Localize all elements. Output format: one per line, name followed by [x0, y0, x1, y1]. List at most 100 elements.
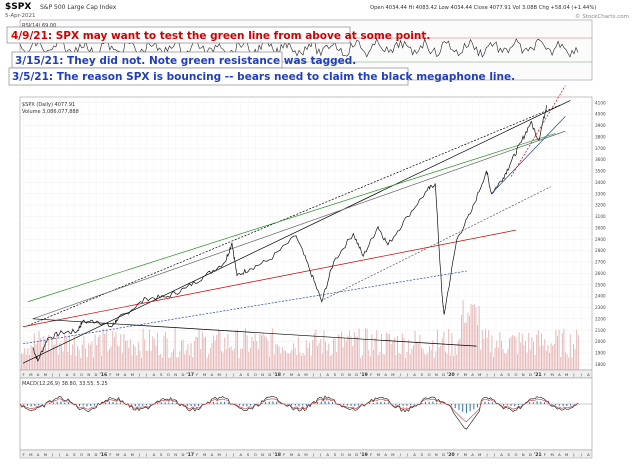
volume-bar	[496, 340, 498, 370]
price-y-tick-label: 1800	[595, 362, 606, 367]
volume-bar	[305, 340, 307, 370]
x-axis-bottom-month-label: M	[551, 452, 554, 457]
volume-bar	[345, 340, 347, 370]
x-axis-bottom-month-label: F	[23, 452, 25, 457]
x-axis-month-label: J	[232, 372, 234, 377]
trendlines	[22, 85, 571, 364]
volume-bar	[21, 353, 22, 370]
x-axis-month-label: '17	[186, 372, 194, 378]
x-axis-bottom-month-label: S	[160, 452, 163, 457]
volume-bar	[438, 347, 440, 370]
volume-bar	[261, 335, 262, 370]
volume-bar	[205, 336, 206, 370]
price-y-tick-label: 3000	[595, 225, 606, 230]
volume-bar	[158, 355, 160, 370]
volume-bar	[277, 344, 278, 370]
volume-bar	[51, 339, 53, 370]
volume-bar	[69, 336, 70, 370]
volume-bar	[246, 335, 248, 370]
volume-bar	[99, 335, 101, 370]
volume-bar	[57, 354, 59, 370]
price-y-tick-label: 2000	[595, 339, 606, 344]
macd-label: MACD(12,26,9) 38.80, 33.55, 5.25	[22, 381, 108, 387]
volume-bar	[432, 340, 434, 370]
volume-bar	[352, 346, 354, 370]
volume-bar	[221, 351, 222, 370]
volume-bar	[480, 349, 482, 370]
x-axis-month-label: A	[211, 372, 214, 377]
volume-bar	[89, 344, 91, 370]
volume-bar	[123, 334, 125, 370]
x-axis-month-label: J	[406, 372, 408, 377]
header-name: S&P 500 Large Cap Index	[40, 4, 117, 11]
x-axis-bottom-month-label: A	[384, 452, 387, 457]
price-y-tick-label: 1900	[595, 351, 606, 356]
x-axis-month-label: F	[457, 372, 459, 377]
volume-bar	[571, 357, 573, 370]
volume-bar	[323, 330, 325, 370]
x-axis-month-label: F	[196, 372, 198, 377]
price-y-tick-label: 2300	[595, 305, 606, 310]
volume-bar	[273, 354, 275, 370]
volume-bar	[297, 337, 299, 370]
annotation-3: 3/5/21: The reason SPX is bouncing -- be…	[8, 67, 515, 86]
price-y-tick-label: 2400	[595, 294, 606, 299]
volume-bar	[232, 350, 234, 370]
volume-bar	[112, 330, 114, 370]
volume-bar	[331, 354, 333, 370]
volume-bar	[454, 345, 456, 370]
x-axis-bottom-band	[19, 449, 593, 459]
volume-bar	[131, 355, 133, 370]
volume-bar	[318, 342, 320, 370]
volume-bar	[230, 346, 232, 370]
macd-panel: MACD(12,26,9) 38.80, 33.55, 5.25	[19, 377, 593, 451]
volume-bar	[350, 336, 352, 370]
volume-bar	[321, 353, 323, 370]
x-axis-month-label: A	[297, 372, 300, 377]
volume-bar	[344, 338, 346, 370]
volume-bar	[347, 335, 349, 370]
x-axis-bottom-month-label: M	[377, 452, 380, 457]
volume-bar	[48, 334, 50, 370]
volume-bar	[499, 332, 501, 370]
x-axis-month-label: M	[304, 372, 307, 377]
x-axis-month-label: S	[421, 372, 424, 377]
trendline	[510, 85, 566, 177]
volume-bar	[171, 352, 173, 370]
x-axis-bottom-month-label: M	[391, 452, 394, 457]
volume-bar	[235, 330, 237, 370]
x-axis-month-label: N	[435, 372, 438, 377]
x-axis-month-label: M	[203, 372, 206, 377]
annotation-3-box	[8, 67, 409, 86]
x-axis-bottom-month-label: '20	[447, 452, 455, 458]
price-y-tick-label: 4100	[595, 100, 606, 105]
volume-bar	[187, 343, 189, 370]
volume-bar	[88, 343, 90, 370]
volume-bar	[461, 315, 462, 370]
volume-bar	[144, 339, 146, 370]
volume-bar	[456, 354, 458, 370]
x-axis-month-label: O	[514, 372, 517, 377]
volume-bar	[81, 344, 83, 370]
volume-bar	[395, 355, 397, 370]
volume-bar	[104, 334, 106, 370]
volume-bar	[475, 307, 477, 370]
volume-bar	[272, 328, 274, 370]
price-y-tick-label: 3200	[595, 203, 606, 208]
x-axis-bottom-month-label: M	[116, 452, 119, 457]
volume-bar	[61, 345, 62, 370]
volume-bar	[169, 357, 171, 370]
volume-bar	[80, 357, 82, 370]
volume-bar	[174, 328, 176, 370]
x-axis-month-label: M	[44, 372, 47, 377]
volume-bar	[529, 349, 531, 370]
x-axis-month-label: A	[153, 372, 156, 377]
volume-bar	[449, 355, 451, 370]
x-axis-month-label: F	[23, 372, 25, 377]
rsi-line	[19, 37, 579, 58]
x-axis-month-label: D	[95, 372, 98, 377]
x-axis-bottom-month-label: D	[355, 452, 358, 457]
volume-bar	[465, 322, 467, 370]
x-axis-bottom-month-label: J	[485, 452, 487, 457]
x-axis-bottom-month-label: A	[326, 452, 329, 457]
